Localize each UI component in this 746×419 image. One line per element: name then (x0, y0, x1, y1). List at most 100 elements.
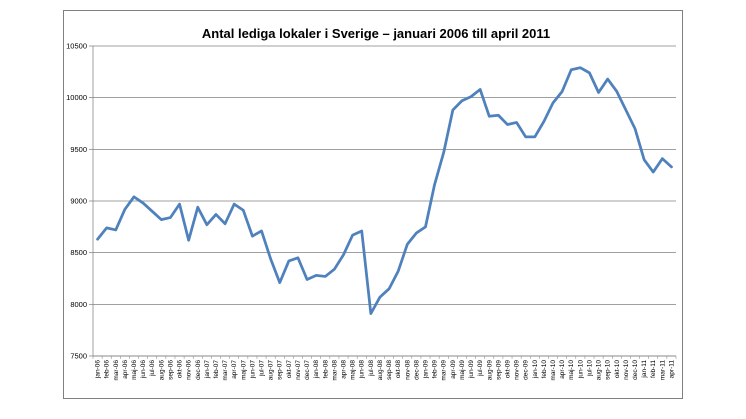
data-point (124, 209, 125, 210)
x-tick-label: aug-10 (596, 360, 603, 381)
data-point (452, 109, 453, 110)
x-tick-label: dec-10 (632, 360, 639, 380)
data-point (461, 100, 462, 101)
x-tick-label: okt-08 (395, 360, 402, 378)
y-tick-label: 9000 (70, 197, 87, 206)
y-tick-labels: 7500 8000 8500 9000 9500 10000 10500 (66, 42, 87, 361)
x-tick-label: maj-07 (240, 360, 247, 380)
x-tick-label: nov-07 (295, 360, 302, 380)
x-tick-label: jun-09 (468, 360, 475, 379)
x-tick-label: nov-06 (186, 360, 193, 380)
data-point (388, 288, 389, 289)
x-tick-label: dec-06 (195, 360, 202, 380)
x-tick-labels: jan-06 feb-06 mar-06 apr-06 maj-06 jun-06 jul-… (95, 360, 676, 381)
y-tick-label: 8000 (70, 300, 87, 309)
x-tick-label: jun-06 (140, 360, 147, 379)
y-tick-label: 10000 (66, 93, 87, 102)
x-tick-label: feb-07 (213, 360, 220, 379)
series-layer (97, 67, 672, 314)
data-point (133, 196, 134, 197)
line-chart: Antal lediga lokaler i Sverige – januari… (64, 11, 684, 400)
data-point (616, 91, 617, 92)
data-point (644, 159, 645, 160)
data-point (188, 240, 189, 241)
x-tick-label: jul-10 (586, 360, 593, 377)
x-tick-label: nov-09 (514, 360, 521, 380)
data-point (197, 207, 198, 208)
x-tick-label: jan-10 (532, 360, 539, 379)
data-point (106, 227, 107, 228)
data-point (607, 78, 608, 79)
y-tick-label: 7500 (70, 352, 87, 361)
data-point (243, 210, 244, 211)
x-tick-label: sep-06 (167, 360, 174, 380)
data-point (470, 96, 471, 97)
x-tick-label: jan-08 (313, 360, 320, 379)
x-tick-label: jun-10 (577, 360, 584, 379)
data-point (653, 171, 654, 172)
x-tick-label: jul-07 (259, 360, 266, 377)
data-point (252, 236, 253, 237)
data-point (662, 158, 663, 159)
x-tick-label: maj-08 (350, 360, 357, 380)
x-tick-label: okt-07 (286, 360, 293, 378)
data-point (571, 69, 572, 70)
chart-frame: Antal lediga lokaler i Sverige – januari… (63, 10, 683, 399)
series-line (98, 68, 672, 314)
data-point (489, 116, 490, 117)
data-point (179, 204, 180, 205)
x-tick-label: okt-10 (614, 360, 621, 378)
data-point (261, 230, 262, 231)
x-tick-label: feb-06 (104, 360, 111, 379)
x-tick-label: apr-09 (450, 360, 457, 379)
x-tick-label: sep-07 (277, 360, 284, 380)
x-tick-label: maj-06 (131, 360, 138, 380)
data-point (143, 202, 144, 203)
data-point (407, 244, 408, 245)
x-tick-label: jan-06 (95, 360, 102, 379)
x-tick-label: sep-08 (386, 360, 393, 380)
x-tick-label: jul-06 (149, 360, 156, 377)
data-point (671, 166, 672, 167)
x-tick-label: sep-10 (605, 360, 612, 380)
x-tick-label: aug-08 (377, 360, 384, 381)
data-point (161, 219, 162, 220)
x-tick-label: sep-09 (495, 360, 502, 380)
x-tick-label: jul-09 (477, 360, 484, 377)
data-point (562, 91, 563, 92)
data-point (552, 102, 553, 103)
data-point (215, 214, 216, 215)
x-tick-label: aug-06 (158, 360, 165, 381)
x-tick-label: dec-07 (304, 360, 311, 380)
data-point (170, 217, 171, 218)
x-tick-label: feb-10 (541, 360, 548, 379)
data-point (325, 276, 326, 277)
data-point (97, 239, 98, 240)
chart-title: Antal lediga lokaler i Sverige – januari… (202, 26, 550, 41)
data-point (379, 297, 380, 298)
x-tick-label: nov-08 (404, 360, 411, 380)
data-point (480, 89, 481, 90)
data-point (598, 92, 599, 93)
data-point (589, 72, 590, 73)
data-point (543, 121, 544, 122)
data-point (224, 223, 225, 224)
data-point (234, 204, 235, 205)
data-point (316, 275, 317, 276)
x-tick-label: feb-09 (432, 360, 439, 379)
x-tick-label: maj-10 (568, 360, 575, 380)
data-point (352, 235, 353, 236)
data-point (425, 226, 426, 227)
data-point (206, 224, 207, 225)
x-tick-label: mar-07 (222, 360, 229, 381)
data-point (115, 229, 116, 230)
x-tick-label: mar-09 (441, 360, 448, 381)
y-tick-label: 9500 (70, 145, 87, 154)
y-tick-label: 8500 (70, 248, 87, 257)
x-tick-label: maj-09 (459, 360, 466, 380)
x-tick-label: okt-09 (504, 360, 511, 378)
data-point (279, 282, 280, 283)
data-point (398, 271, 399, 272)
x-tick-label: jan-11 (641, 360, 648, 379)
x-tick-label: okt-06 (177, 360, 184, 378)
